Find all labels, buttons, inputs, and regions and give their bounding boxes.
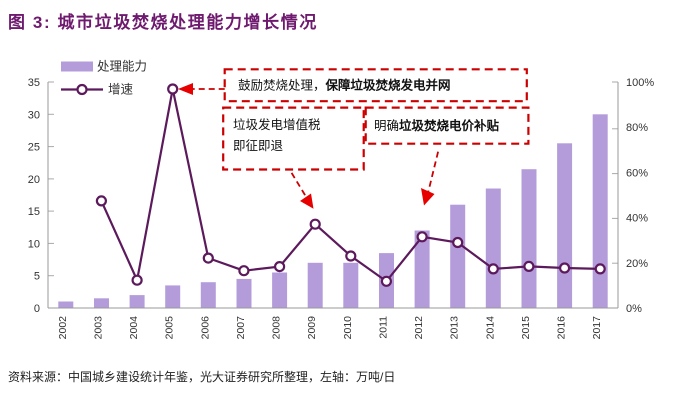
svg-text:垃圾发电增值税: 垃圾发电增值税	[233, 117, 321, 132]
svg-text:2014: 2014	[484, 316, 496, 340]
svg-text:2003: 2003	[92, 316, 104, 340]
svg-text:2011: 2011	[377, 316, 389, 339]
svg-text:增速: 增速	[108, 82, 134, 97]
svg-text:2013: 2013	[449, 316, 461, 340]
svg-text:20: 20	[28, 174, 40, 186]
svg-text:2005: 2005	[164, 316, 176, 340]
svg-text:100%: 100%	[626, 77, 654, 89]
svg-text:80%: 80%	[626, 122, 648, 134]
svg-text:2004: 2004	[128, 316, 140, 340]
svg-text:鼓励焚烧处理，保障垃圾焚烧发电并网: 鼓励焚烧处理，保障垃圾焚烧发电并网	[238, 78, 451, 93]
svg-text:0%: 0%	[626, 303, 642, 315]
svg-text:2009: 2009	[306, 316, 318, 340]
svg-text:0: 0	[34, 303, 40, 315]
svg-text:40%: 40%	[626, 213, 648, 225]
svg-text:20%: 20%	[626, 258, 648, 270]
svg-text:即征即退: 即征即退	[233, 139, 284, 153]
svg-text:明确垃圾焚烧电价补贴: 明确垃圾焚烧电价补贴	[374, 118, 500, 133]
svg-text:处理能力: 处理能力	[97, 60, 147, 74]
svg-text:2008: 2008	[271, 316, 283, 340]
svg-text:2017: 2017	[591, 316, 603, 340]
svg-text:10: 10	[28, 238, 40, 250]
svg-text:2002: 2002	[57, 316, 69, 340]
svg-text:30: 30	[28, 109, 40, 121]
svg-text:5: 5	[34, 271, 40, 283]
svg-text:2006: 2006	[199, 316, 211, 340]
svg-text:2012: 2012	[413, 316, 425, 340]
svg-text:15: 15	[28, 206, 40, 218]
svg-text:35: 35	[28, 77, 40, 89]
svg-text:2007: 2007	[235, 316, 247, 340]
svg-text:60%: 60%	[626, 167, 648, 179]
svg-text:2015: 2015	[520, 316, 532, 340]
svg-text:2010: 2010	[342, 316, 354, 340]
svg-text:2016: 2016	[556, 316, 568, 340]
svg-text:25: 25	[28, 142, 40, 154]
